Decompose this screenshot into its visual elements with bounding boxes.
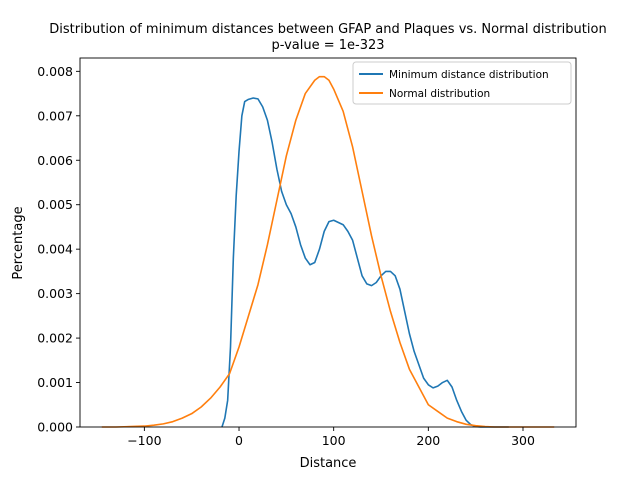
x-tick-label: 0 xyxy=(235,433,243,448)
y-axis-label: Percentage xyxy=(11,206,26,279)
y-tick-label: 0.004 xyxy=(37,242,73,257)
y-tick-label: 0.007 xyxy=(37,108,73,123)
y-tick-label: 0.002 xyxy=(37,331,73,346)
legend-label-normal: Normal distribution xyxy=(389,88,490,100)
x-axis-label: Distance xyxy=(300,456,357,471)
y-tick-label: 0.001 xyxy=(37,375,73,390)
y-tick-label: 0.000 xyxy=(37,420,73,435)
chart-subtitle: p-value = 1e-323 xyxy=(271,38,384,53)
x-tick-label: 100 xyxy=(322,433,346,448)
x-axis: −100 0 100 200 300 xyxy=(127,427,535,448)
series-line-1 xyxy=(101,75,555,428)
legend: Minimum distance distribution Normal dis… xyxy=(352,61,572,105)
x-tick-label: 300 xyxy=(511,433,535,448)
series-layer xyxy=(101,75,555,428)
legend-label-minimum-distance: Minimum distance distribution xyxy=(389,69,549,81)
chart-title: Distribution of minimum distances betwee… xyxy=(49,22,606,37)
axes-frame xyxy=(79,57,577,428)
y-tick-label: 0.008 xyxy=(37,64,73,79)
x-tick-label: −100 xyxy=(127,433,161,448)
y-tick-label: 0.006 xyxy=(37,153,73,168)
y-tick-label: 0.003 xyxy=(37,286,73,301)
x-tick-label: 200 xyxy=(416,433,440,448)
legend-box xyxy=(352,61,572,105)
plot-area xyxy=(79,57,577,428)
series-line-0 xyxy=(221,97,509,428)
y-axis: 0.000 0.001 0.002 0.003 0.004 0.005 0.006 0.007… xyxy=(37,64,80,435)
y-tick-label: 0.005 xyxy=(37,197,73,212)
